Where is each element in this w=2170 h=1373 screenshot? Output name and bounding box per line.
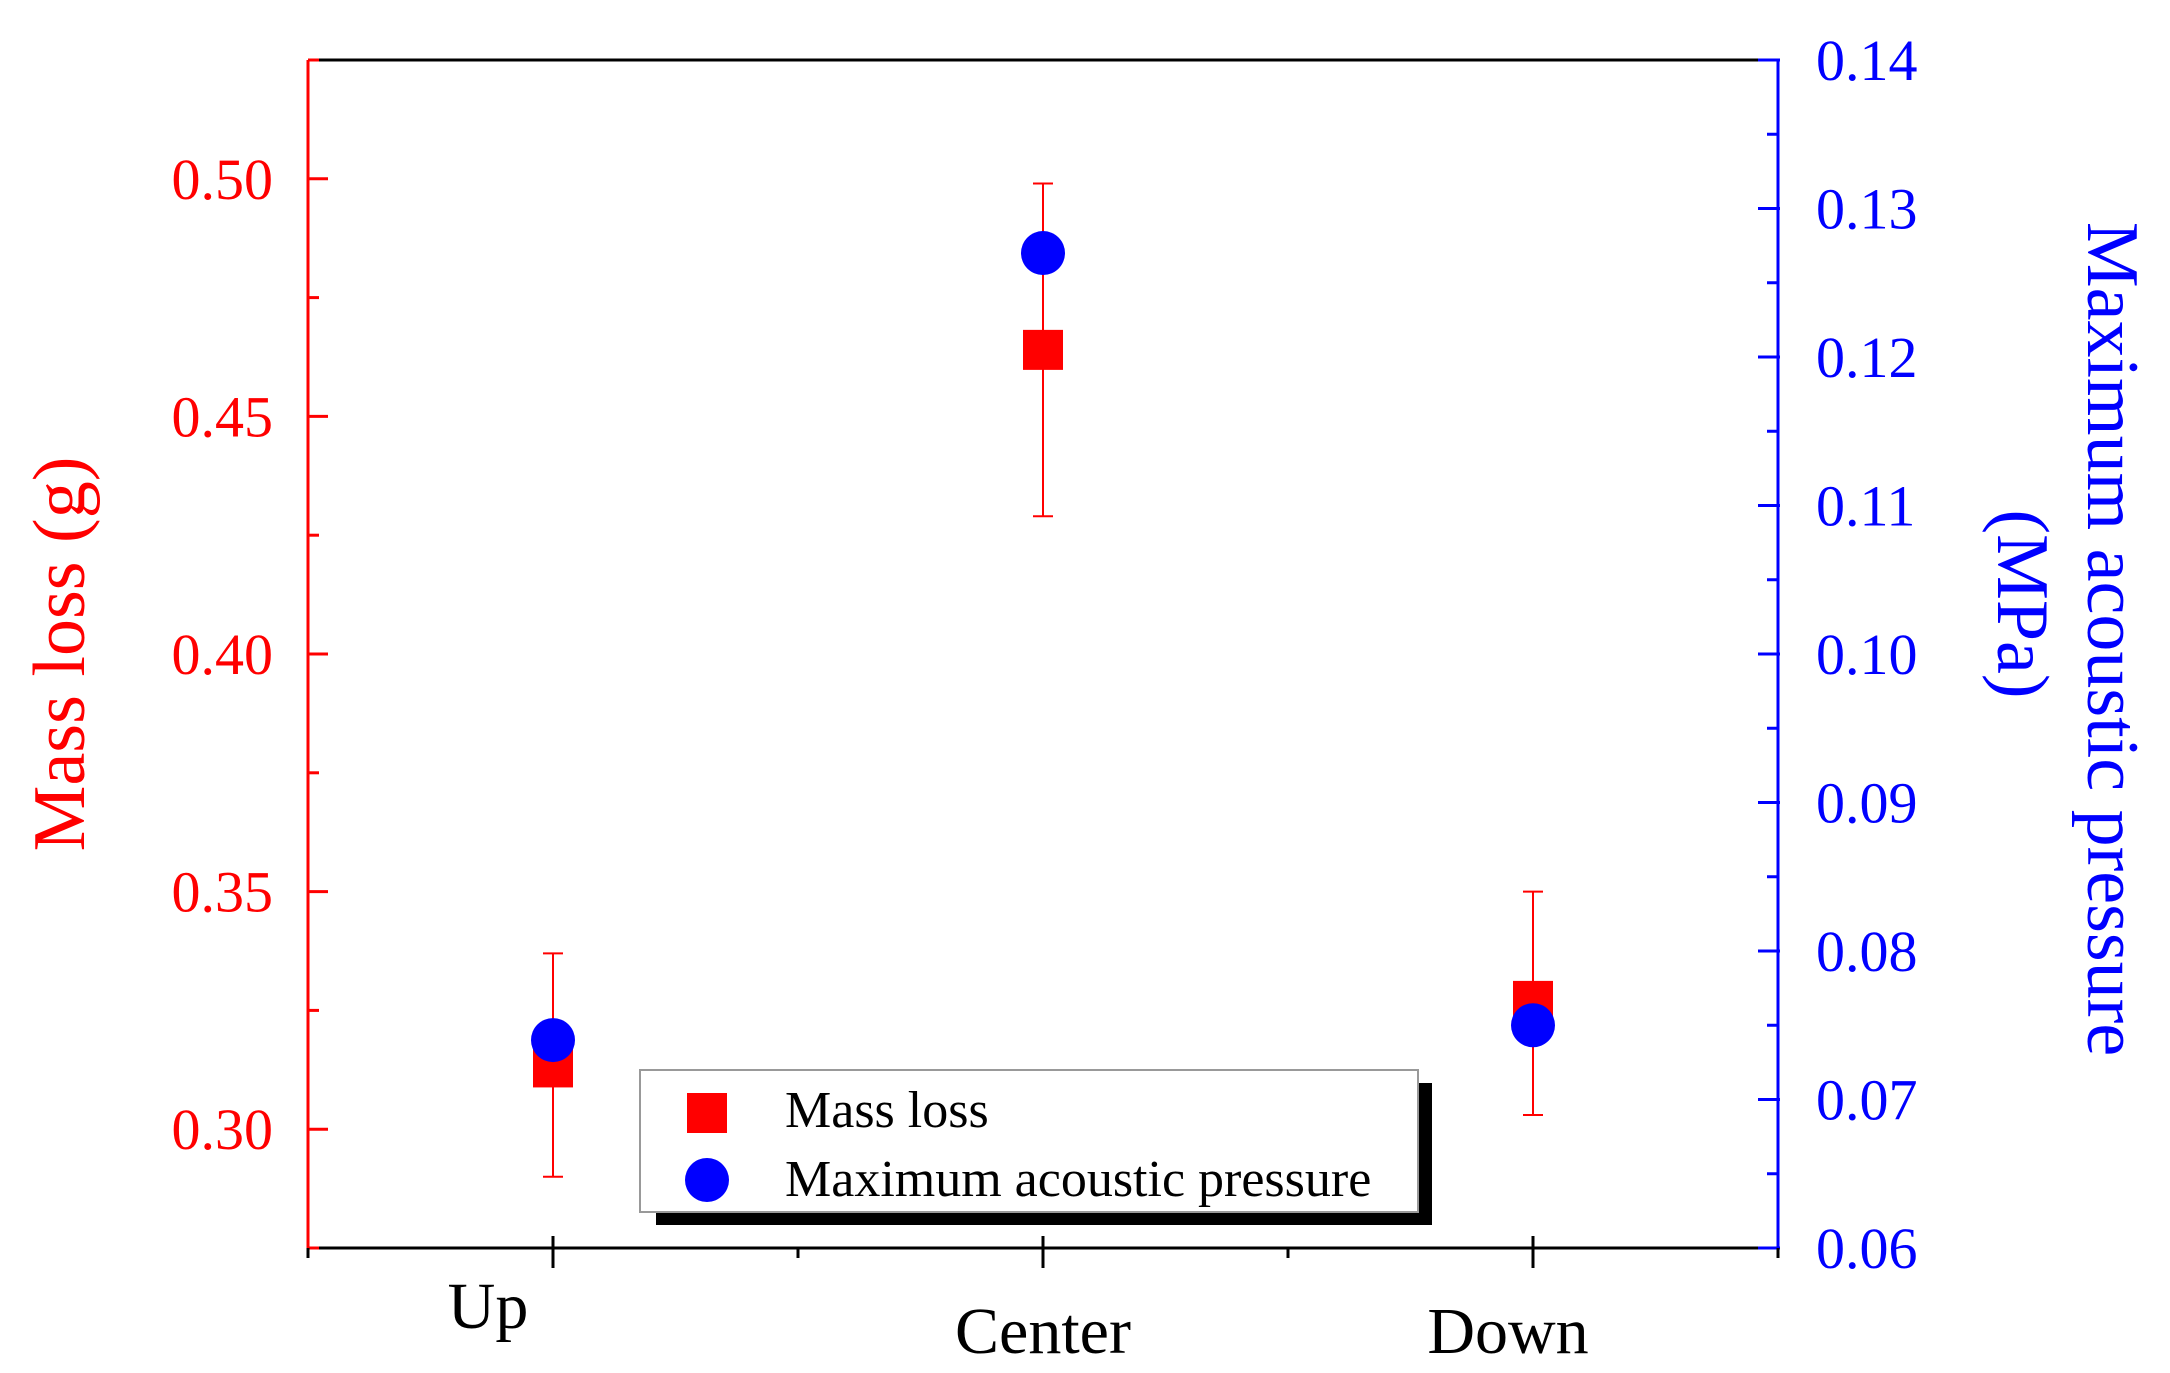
x-axis-category-label: Up (448, 1270, 529, 1343)
legend-acoustic-pressure-label: Maximum acoustic pressure (785, 1151, 1371, 1208)
legend-acoustic-pressure-marker (685, 1158, 729, 1202)
mass-loss-point (1023, 329, 1063, 370)
left-axis-tick-label: 0.50 (172, 147, 274, 212)
left-axis-tick-label: 0.40 (172, 622, 274, 687)
right-axis-tick-label: 0.12 (1816, 325, 1918, 390)
right-axis-tick-label: 0.11 (1816, 474, 1915, 539)
x-axis-category-label: Down (1427, 1295, 1588, 1368)
right-axis-title-line2: (MPa) (1981, 509, 2063, 698)
right-axis-tick-label: 0.13 (1816, 177, 1918, 242)
right-axis-tick-label: 0.08 (1816, 919, 1918, 984)
left-axis-tick-label: 0.30 (172, 1097, 274, 1162)
right-axis-title-line1: Maximum acoustic pressure (2071, 222, 2153, 1056)
right-axis-tick-label: 0.07 (1816, 1068, 1918, 1133)
legend-mass-loss-marker (687, 1093, 727, 1133)
left-axis-title: Mass loss (g) (19, 457, 101, 852)
x-axis-category-label: Center (955, 1295, 1131, 1368)
right-axis-tick-label: 0.06 (1816, 1216, 1918, 1281)
right-axis-tick-label: 0.09 (1816, 771, 1918, 836)
left-axis-tick-label: 0.45 (172, 384, 274, 449)
acoustic-pressure-point (1511, 1003, 1555, 1048)
legend-box (639, 1069, 1419, 1213)
acoustic-pressure-point (1021, 231, 1065, 276)
left-axis-tick-label: 0.35 (172, 860, 274, 925)
legend-mass-loss-label: Mass loss (785, 1082, 989, 1139)
legend: Mass loss Maximum acoustic pressure (639, 1069, 1432, 1225)
acoustic-pressure-point (531, 1018, 575, 1063)
right-axis-tick-label: 0.14 (1816, 28, 1918, 93)
right-axis-tick-label: 0.10 (1816, 622, 1918, 687)
